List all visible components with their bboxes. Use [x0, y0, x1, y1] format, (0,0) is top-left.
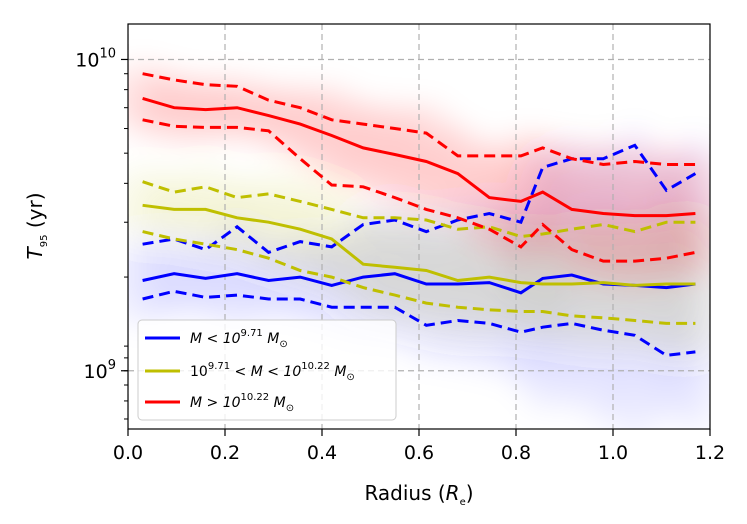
axis-ticks: 0.0 0.2 0.4 0.6 0.8 1.0 1.2: [113, 58, 725, 464]
legend-entry-low-mass: M < 109.71 M⊙: [145, 328, 288, 350]
line-mid-mass-lower: [142, 230, 696, 325]
legend-box: [137, 319, 397, 421]
scatter-cloud-high-mass: [661, 147, 710, 280]
y-tick-labels: 109 1010: [75, 46, 116, 382]
y-tick-label: 1010: [75, 46, 116, 71]
line-high-mass-lower: [142, 118, 696, 263]
legend-label-high-mass: M > 1010.22 M⊙: [190, 392, 294, 414]
line-high-mass-median: [142, 96, 696, 218]
legend-entry-mid-mass: 109.71 < M < 1010.22 M⊙: [145, 361, 355, 383]
x-tick-label: 0.2: [210, 442, 240, 464]
x-tick-label: 1.0: [598, 442, 628, 464]
line-mid-mass-upper: [142, 180, 696, 239]
legend-label-low-mass: M < 109.71 M⊙: [190, 328, 288, 350]
series-lines: [142, 72, 697, 357]
x-tick-label: 0.8: [501, 442, 531, 464]
line-high-mass-upper: [142, 72, 696, 167]
legend-label-mid-mass: 109.71 < M < 1010.22 M⊙: [190, 361, 355, 383]
x-axis-label: Radius (Re): [364, 481, 473, 508]
legend: M < 109.71 M⊙ 109.71 < M < 1010.22 M⊙ M …: [137, 319, 397, 421]
x-tick-label: 1.2: [695, 442, 725, 464]
x-tick-label: 0.6: [404, 442, 434, 464]
line-low-mass-upper: [142, 143, 697, 255]
line-mid-mass-median: [142, 203, 696, 287]
y-tick-label: 109: [84, 358, 116, 383]
y-axis-label: T95 (yr): [23, 193, 50, 260]
legend-entry-high-mass: M > 1010.22 M⊙: [145, 392, 294, 414]
x-tick-label: 0.0: [113, 442, 143, 464]
x-tick-label: 0.4: [307, 442, 337, 464]
line-low-mass-lower: [142, 289, 696, 357]
